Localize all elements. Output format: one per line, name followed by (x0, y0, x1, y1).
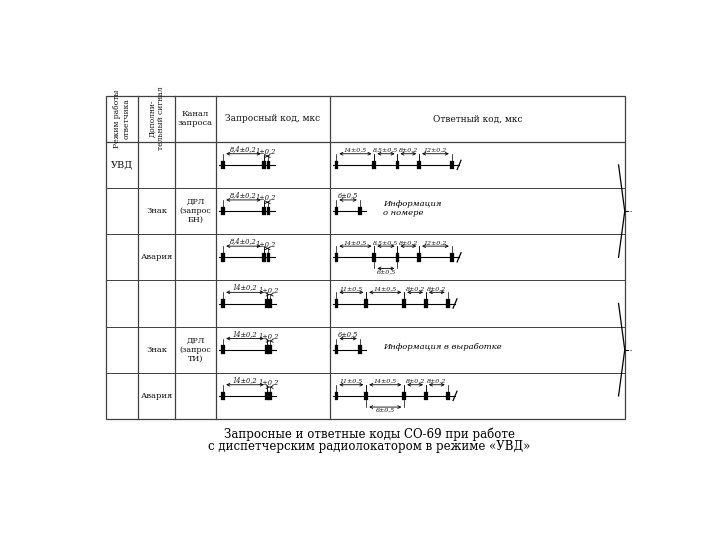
Bar (221, 161, 225, 169)
Bar (450, 253, 454, 261)
Text: 14±0,2: 14±0,2 (233, 330, 257, 338)
Text: Информация
о номере: Информация о номере (383, 200, 441, 218)
Bar (265, 392, 269, 400)
Bar (221, 207, 225, 215)
Bar (262, 161, 266, 169)
Bar (364, 299, 368, 308)
Text: 8±0,2: 8±0,2 (405, 379, 425, 384)
Bar (335, 207, 338, 215)
Text: 8±0,2: 8±0,2 (427, 379, 446, 384)
Text: 14±0,5: 14±0,5 (344, 240, 367, 245)
Text: 1±0,2: 1±0,2 (256, 147, 276, 156)
Text: 6±0,5: 6±0,5 (338, 330, 359, 338)
Text: 8,5±0,5: 8,5±0,5 (374, 148, 399, 153)
Bar (268, 346, 271, 354)
Bar (335, 161, 338, 169)
Text: 12±0,2: 12±0,2 (424, 148, 447, 153)
Text: Запросные и ответные коды СО-69 при работе: Запросные и ответные коды СО-69 при рабо… (223, 428, 515, 441)
Bar (335, 253, 338, 261)
Bar (446, 299, 449, 308)
Bar (372, 161, 377, 169)
Bar (358, 346, 361, 354)
Bar (268, 299, 271, 308)
Bar (335, 346, 338, 354)
Bar (395, 161, 400, 169)
Text: 8,4±0,2: 8,4±0,2 (230, 238, 257, 245)
Text: ДРЛ
(запрос
ТИ): ДРЛ (запрос ТИ) (179, 336, 212, 363)
Text: УВД: УВД (111, 160, 133, 170)
Bar (372, 253, 377, 261)
Bar (418, 253, 421, 261)
Text: Канал
запроса: Канал запроса (178, 110, 213, 127)
Text: Авария: Авария (140, 392, 173, 400)
Text: 8±0,2: 8±0,2 (427, 287, 446, 292)
Text: 8,5±0,5: 8,5±0,5 (374, 240, 399, 245)
Text: 1±0,2: 1±0,2 (258, 332, 279, 340)
Text: 14±0,2: 14±0,2 (233, 284, 257, 292)
Text: Информация в выработке: Информация в выработке (383, 343, 502, 352)
Text: 1±0,2: 1±0,2 (258, 379, 279, 386)
Text: Авария: Авария (140, 253, 173, 261)
Bar (424, 299, 428, 308)
Text: 1±0,2: 1±0,2 (258, 286, 279, 294)
Text: Дополни-
тельный сигнал: Дополни- тельный сигнал (148, 87, 166, 151)
Bar (262, 253, 266, 261)
Text: Знак: Знак (146, 346, 167, 354)
Text: Режим работы
ответчика: Режим работы ответчика (113, 90, 130, 148)
Bar (266, 207, 271, 215)
Bar (266, 253, 271, 261)
Text: 8,4±0,2: 8,4±0,2 (230, 191, 257, 199)
Bar (424, 392, 428, 400)
Bar (446, 392, 449, 400)
Bar (262, 207, 266, 215)
Bar (335, 299, 338, 308)
Bar (418, 161, 421, 169)
Text: 14±0,5: 14±0,5 (374, 287, 397, 292)
Text: 8±0,2: 8±0,2 (399, 240, 418, 245)
Text: 1±0,2: 1±0,2 (256, 240, 276, 248)
Bar (358, 207, 361, 215)
Text: 6±0,5: 6±0,5 (338, 191, 359, 199)
Text: 1±0,2: 1±0,2 (256, 193, 276, 201)
Text: Запросный код, мкс: Запросный код, мкс (225, 114, 320, 123)
Text: Знак: Знак (146, 207, 167, 215)
Bar (106, 96, 625, 419)
Bar (266, 161, 271, 169)
Text: 8±0,2: 8±0,2 (405, 287, 425, 292)
Text: Ответный код, мкс: Ответный код, мкс (433, 114, 522, 123)
Bar (402, 299, 406, 308)
Text: 14±0,2: 14±0,2 (233, 376, 257, 384)
Bar (364, 392, 368, 400)
Text: 6±0,5: 6±0,5 (376, 408, 395, 413)
Text: 12±0,2: 12±0,2 (424, 240, 447, 245)
Text: 14±0,5: 14±0,5 (374, 379, 397, 384)
Bar (268, 392, 271, 400)
Bar (221, 346, 225, 354)
Bar (221, 299, 225, 308)
Text: ДРЛ
(запрос
БН): ДРЛ (запрос БН) (179, 198, 212, 224)
Text: 11±0,5: 11±0,5 (340, 287, 363, 292)
Text: 8±0,2: 8±0,2 (399, 148, 418, 153)
Bar (450, 161, 454, 169)
Text: 11±0,5: 11±0,5 (340, 379, 363, 384)
Bar (402, 392, 406, 400)
Bar (265, 299, 269, 308)
Bar (265, 346, 269, 354)
Bar (335, 392, 338, 400)
Bar (221, 253, 225, 261)
Bar (395, 253, 400, 261)
Bar (221, 392, 225, 400)
Text: 6±0,5: 6±0,5 (377, 269, 395, 274)
Text: с диспетчерским радиолокатором в режиме «УВД»: с диспетчерским радиолокатором в режиме … (208, 440, 530, 453)
Text: 14±0,5: 14±0,5 (344, 148, 367, 153)
Text: 8,4±0,2: 8,4±0,2 (230, 145, 257, 153)
